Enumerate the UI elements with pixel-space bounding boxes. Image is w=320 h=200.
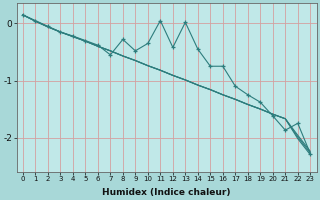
- X-axis label: Humidex (Indice chaleur): Humidex (Indice chaleur): [102, 188, 231, 197]
